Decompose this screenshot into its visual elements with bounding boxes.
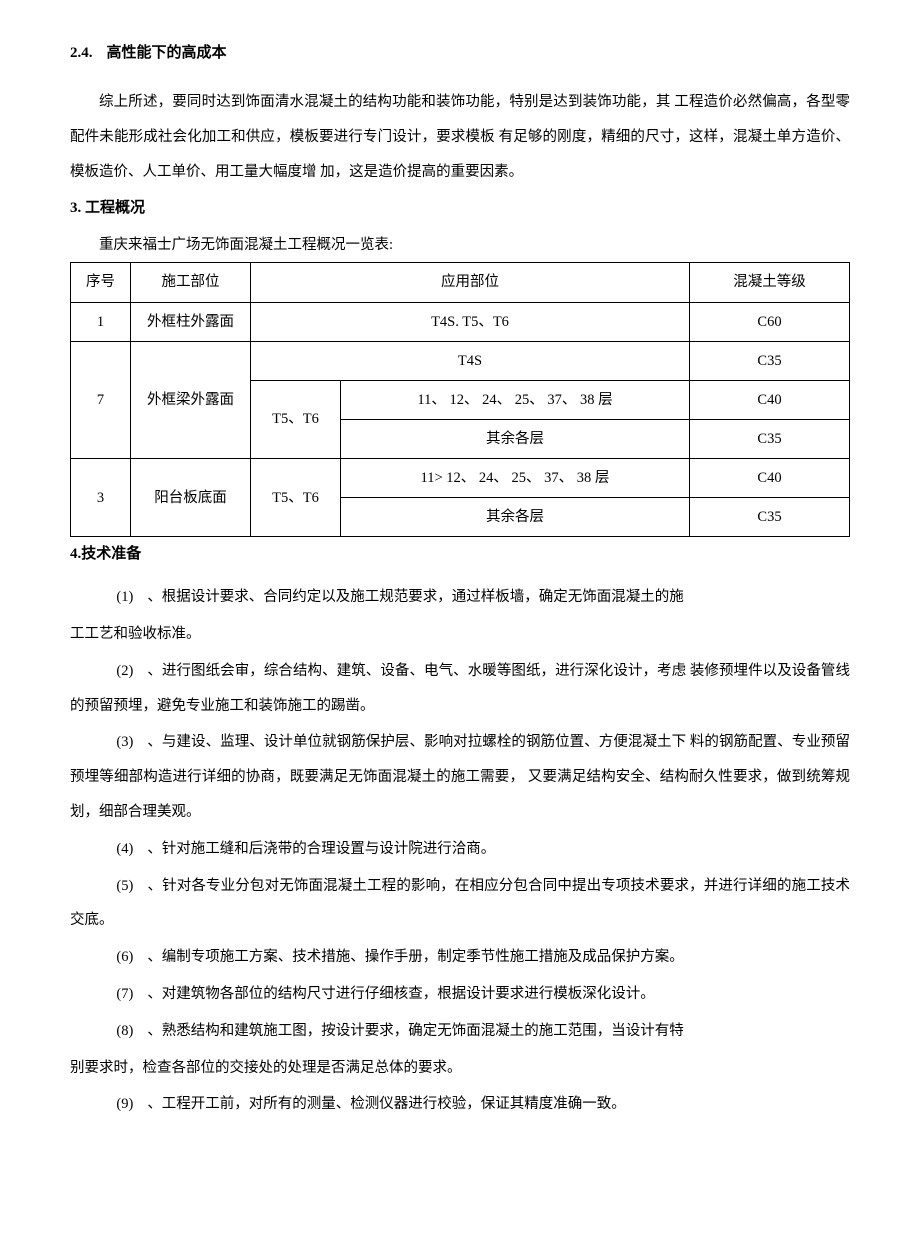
cell-sub: T5、T6 — [251, 380, 341, 458]
list-item: (5)、针对各专业分包对无饰面混凝土工程的影响，在相应分包合同中提出专项技术要求… — [70, 869, 850, 939]
table-header-row: 序号 施工部位 应用部位 混凝土等级 — [71, 263, 850, 302]
table-row: 3 阳台板底面 T5、T6 11> 12、 24、 25、 37、 38 层 C… — [71, 458, 850, 497]
list-item-continuation: 别要求时，检查各部位的交接处的处理是否满足总体的要求。 — [70, 1051, 850, 1086]
list-item-number: (1) — [116, 589, 133, 605]
cell-loc: 阳台板底面 — [131, 458, 251, 536]
list-item-number: (9) — [116, 1096, 133, 1112]
cell-app: 11、 12、 24、 25、 37、 38 层 — [341, 380, 690, 419]
section-2-4-paragraph: 综上所述，要同时达到饰面清水混凝土的结构功能和装饰功能，特别是达到装饰功能，其 … — [70, 85, 850, 189]
list-item-continuation: 工工艺和验收标准。 — [70, 617, 850, 652]
list-item-number: (4) — [116, 841, 133, 857]
th-loc: 施工部位 — [131, 263, 251, 302]
cell-loc: 外框柱外露面 — [131, 302, 251, 341]
cell-grade: C35 — [690, 498, 850, 537]
section-4-items: (1)、根据设计要求、合同约定以及施工规范要求，通过样板墙，确定无饰面混凝土的施… — [70, 580, 850, 1122]
cell-grade: C35 — [690, 419, 850, 458]
th-grade: 混凝土等级 — [690, 263, 850, 302]
list-item-number: (2) — [116, 663, 133, 679]
list-item: (1)、根据设计要求、合同约定以及施工规范要求，通过样板墙，确定无饰面混凝土的施 — [70, 580, 850, 615]
cell-sub: T5、T6 — [251, 458, 341, 536]
list-item-number: (7) — [116, 986, 133, 1002]
cell-grade: C60 — [690, 302, 850, 341]
table-row: 7 外框梁外露面 T4S C35 — [71, 341, 850, 380]
cell-app: T4S — [251, 341, 690, 380]
list-item-number: (6) — [116, 949, 133, 965]
table-row: 1 外框柱外露面 T4S. T5、T6 C60 — [71, 302, 850, 341]
list-item: (7)、对建筑物各部位的结构尺寸进行仔细核查，根据设计要求进行模板深化设计。 — [70, 977, 850, 1012]
cell-seq: 7 — [71, 341, 131, 458]
list-item: (9)、工程开工前，对所有的测量、检测仪器进行校验，保证其精度准确一致。 — [70, 1087, 850, 1122]
cell-app: 其余各层 — [341, 498, 690, 537]
cell-seq: 3 — [71, 458, 131, 536]
heading-4: 4.技术准备 — [70, 541, 850, 568]
cell-app: 11> 12、 24、 25、 37、 38 层 — [341, 458, 690, 497]
cell-loc: 外框梁外露面 — [131, 341, 251, 458]
table-intro: 重庆来福士广场无饰面混凝土工程概况一览表: — [70, 232, 850, 258]
list-item: (6)、编制专项施工方案、技术措施、操作手册，制定季节性施工措施及成品保护方案。 — [70, 940, 850, 975]
th-seq: 序号 — [71, 263, 131, 302]
list-item-number: (3) — [116, 734, 133, 750]
cell-grade: C40 — [690, 458, 850, 497]
cell-seq: 1 — [71, 302, 131, 341]
list-item-number: (8) — [116, 1023, 133, 1039]
list-item: (4)、针对施工缝和后浇带的合理设置与设计院进行洽商。 — [70, 832, 850, 867]
cell-grade: C35 — [690, 341, 850, 380]
cell-app: T4S. T5、T6 — [251, 302, 690, 341]
heading-3: 3. 工程概况 — [70, 195, 850, 222]
heading-2-4-number: 2.4. — [70, 45, 93, 61]
cell-app: 其余各层 — [341, 419, 690, 458]
overview-table: 序号 施工部位 应用部位 混凝土等级 1 外框柱外露面 T4S. T5、T6 C… — [70, 262, 850, 537]
cell-grade: C40 — [690, 380, 850, 419]
th-app: 应用部位 — [251, 263, 690, 302]
list-item-number: (5) — [116, 878, 133, 894]
heading-2-4: 2.4. 高性能下的高成本 — [70, 40, 850, 67]
list-item: (3)、与建设、监理、设计单位就钢筋保护层、影响对拉螺栓的钢筋位置、方便混凝土下… — [70, 725, 850, 829]
heading-2-4-title: 高性能下的高成本 — [107, 45, 227, 61]
list-item: (8)、熟悉结构和建筑施工图，按设计要求，确定无饰面混凝土的施工范围，当设计有特 — [70, 1014, 850, 1049]
list-item: (2)、进行图纸会审，综合结构、建筑、设备、电气、水暖等图纸，进行深化设计，考虑… — [70, 654, 850, 724]
